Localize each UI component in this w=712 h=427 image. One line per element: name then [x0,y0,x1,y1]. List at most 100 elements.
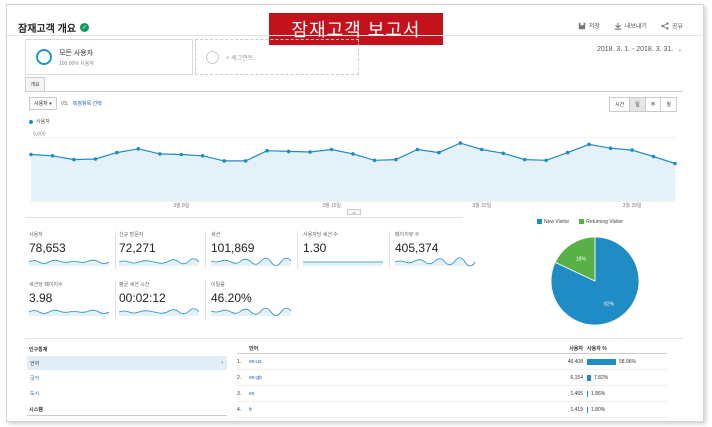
demographics-item-label: 언어 [30,360,40,367]
data-point[interactable] [458,141,463,145]
select-metric-link[interactable]: 측정항목 선택 [72,101,102,107]
language-link[interactable]: en-gb [249,374,262,381]
data-point[interactable] [200,154,205,158]
header-tools: 저장 내보내기 공유 [578,21,683,30]
data-point[interactable] [329,147,334,152]
pie-slice[interactable] [554,236,596,282]
demographics-item[interactable]: 도시 [27,386,227,400]
data-point[interactable] [437,150,441,155]
data-point[interactable] [415,147,420,152]
period-button[interactable]: 주 [644,97,662,112]
data-point[interactable] [608,146,613,150]
metric-card[interactable]: 이탈률 46.20% [211,281,297,317]
data-point[interactable] [522,157,527,162]
row-index: 3. [237,390,242,397]
pct-cell: 1.86% [587,390,667,397]
tab-overview[interactable]: 개요 [25,77,45,91]
pct-value: 58.96% [619,358,636,365]
data-point[interactable] [72,157,76,162]
metric-selector: 사용자 ▾ VS. 측정항목 선택 [29,97,102,110]
period-button[interactable]: 시간 [608,97,631,112]
data-point[interactable] [587,142,591,147]
share-button[interactable]: 공유 [661,21,683,30]
segment-all-users[interactable]: 모든 사용자 100.00% 사용자 [25,39,193,75]
x-tick-label: 3월 22일 [472,202,491,209]
save-button[interactable]: 저장 [578,21,600,30]
data-point[interactable] [265,148,269,153]
chart-resize-handle[interactable]: ═ [347,209,361,215]
demographics-item[interactable]: 국가 [27,371,227,385]
data-point[interactable] [544,158,548,163]
col-language: 언어 [249,346,259,352]
language-link[interactable]: es [249,390,255,397]
data-point[interactable] [179,152,184,157]
data-point[interactable] [243,159,248,163]
date-range-picker[interactable]: 2018. 3. 1. - 2018. 3. 31. ⌄ [597,45,683,53]
pie-legend-item[interactable]: New Visitor [537,219,569,225]
demographics-item-label: 국가 [30,375,40,382]
users-cell: 6,154 [570,374,583,381]
data-point[interactable] [372,158,377,163]
metric-label: 사용자당 세션 수 [303,232,338,238]
lang-cell: en-gb [249,375,547,381]
pie-legend-label: New Visitor [544,219,570,225]
metric-card[interactable]: 신규 방문자 72,271 [119,231,205,267]
data-point[interactable] [630,148,634,152]
metric-card[interactable]: 사용자당 세션 수 1.30 [303,231,389,267]
verified-check-icon: ✓ [79,23,89,32]
data-point[interactable] [286,149,291,154]
save-icon [578,22,586,29]
table-row[interactable]: 3. es 1,465 1.86% [237,386,667,402]
metric-card[interactable]: 평균 세션 시간 00:02:12 [119,281,205,317]
export-icon [614,22,622,30]
data-point[interactable] [501,151,506,156]
add-segment-button[interactable]: + 세그먼트 [195,39,359,75]
pct-cell: 1.80% [587,406,667,413]
data-point[interactable] [565,150,570,155]
pct-bar [587,406,588,413]
data-point[interactable] [29,152,33,157]
metric-dropdown[interactable]: 사용자 ▾ [29,97,57,110]
export-label: 내보내기 [624,24,647,30]
metric-card[interactable]: 페이지뷰 수 405,374 [395,231,481,267]
table-row[interactable]: 4. fr 1,419 1.80% [237,402,667,418]
data-point[interactable] [351,152,355,156]
data-point[interactable] [651,154,656,159]
data-point[interactable] [222,159,226,163]
metric-separator [297,231,298,269]
pct-value: 1.80% [591,406,606,413]
data-point[interactable] [480,147,484,152]
x-tick-label: 3월 8일 [173,202,190,209]
metric-separator [205,281,206,319]
language-link[interactable]: fr [249,406,253,413]
data-point[interactable] [673,161,677,166]
data-point[interactable] [136,147,141,151]
table-row[interactable]: 2. en-gb 6,154 7.82% [237,370,667,386]
data-point[interactable] [50,154,55,158]
export-button[interactable]: 내보내기 [614,21,647,30]
y-tick-label: 5,000 [33,131,46,137]
page-title: 잠재고객 개요 ✓ [18,20,89,35]
data-point[interactable] [308,150,312,154]
period-button[interactable]: 월 [660,97,677,112]
language-link[interactable]: en-us [249,358,262,365]
sparkline [119,308,199,316]
demographics-title: 인구통계 [29,347,48,353]
metric-card[interactable]: 세션 101,869 [211,231,297,267]
pct-value: 1.86% [591,390,606,397]
segment-percent: 100.00% 사용자 [59,60,94,67]
data-point[interactable] [93,157,98,161]
metric-label: 평균 세션 시간 [119,282,150,288]
table-row[interactable]: 1. en-us 46,408 58.96% [237,354,667,370]
demographics-item[interactable]: 언어 › [27,356,227,370]
data-point[interactable] [115,150,119,155]
data-point[interactable] [158,152,162,156]
metric-value: 46.20% [211,291,252,305]
metric-label: 세션당 페이지수 [29,282,63,288]
data-point[interactable] [394,157,398,162]
period-button[interactable]: 일 [629,97,646,112]
metric-card[interactable]: 세션당 페이지수 3.98 [29,281,115,317]
metric-label: 세션 [211,232,221,238]
metric-card[interactable]: 사용자 78,653 [29,231,115,267]
pie-legend-item[interactable]: Returning Visitor [579,219,623,225]
